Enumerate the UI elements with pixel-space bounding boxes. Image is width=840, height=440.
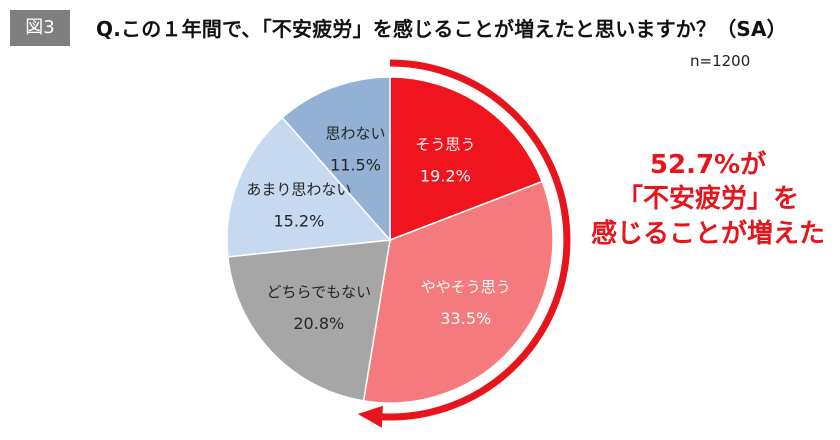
highlight-arrow-head xyxy=(357,405,383,428)
chart-title: Q.この１年間で、「不安疲労」を感じることが増えたと思いますか？（SA） xyxy=(96,17,787,41)
pie-slice-sou-omou xyxy=(389,76,544,242)
slice-value-dochiratemo-nai: 20.8% xyxy=(293,314,344,333)
slice-label-omowanai: 思わない xyxy=(325,125,385,143)
figure-tag: 図3 xyxy=(10,10,70,46)
highlight-arrow-arc xyxy=(382,59,571,421)
callout-line-3: 感じることが増えた xyxy=(590,218,825,249)
pie-slice-omowanai xyxy=(281,76,391,242)
slice-value-omowanai: 11.5% xyxy=(330,156,381,175)
pie-slice-dochiratemo-nai xyxy=(227,239,391,402)
pie-slices xyxy=(226,76,554,404)
callout-line-1: 52.7%が xyxy=(649,150,767,180)
callout-line-2: 「不安疲労」を xyxy=(616,184,799,215)
slice-label-amari-omowanai: あまり思わない xyxy=(246,180,351,198)
slice-label-dochiratemo-nai: どちらでもない xyxy=(267,283,372,301)
pie-slice-yaya-sou-omou xyxy=(362,180,554,404)
sample-size-label: n=1200 xyxy=(690,52,751,70)
slice-value-sou-omou: 19.2% xyxy=(420,166,471,185)
pie-slice-amari-omowanai xyxy=(226,116,392,258)
slice-label-sou-omou: そう思う xyxy=(415,135,475,153)
slice-value-yaya-sou-omou: 33.5% xyxy=(440,309,491,328)
highlight-callout: 52.7%が 「不安疲労」を 感じることが増えた xyxy=(574,148,840,251)
pie-labels: そう思う 19.2% ややそう思う 33.5% どちらでもない 20.8% あまり思わない 1… xyxy=(246,125,510,334)
slice-value-amari-omowanai: 15.2% xyxy=(273,211,324,230)
slice-label-yaya-sou-omou: ややそう思う xyxy=(421,278,511,296)
